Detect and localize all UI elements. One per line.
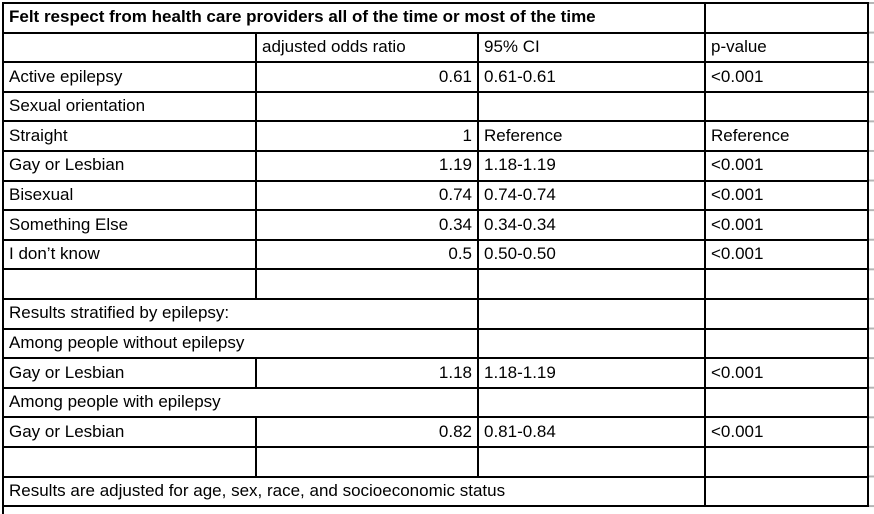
- cell-ci[interactable]: 0.81-0.84: [477, 416, 706, 448]
- empty-cell[interactable]: [477, 268, 706, 300]
- spacer-row: [2, 268, 869, 300]
- subsection-heading-row-without-epilepsy: Among people without epilepsy: [2, 327, 869, 360]
- cell-p-value[interactable]: <0.001: [704, 238, 869, 271]
- column-header-row: adjusted odds ratio 95% CI p-value: [2, 31, 869, 64]
- cell-p-value[interactable]: [704, 90, 869, 123]
- cell-p-value[interactable]: <0.001: [704, 61, 869, 93]
- cell-ci[interactable]: 1.18-1.19: [477, 149, 706, 182]
- cell-ci[interactable]: 0.61-0.61: [477, 61, 706, 93]
- row-gay-or-lesbian: Gay or Lesbian 1.19 1.18-1.19 <0.001: [2, 149, 869, 182]
- cell-odds-ratio[interactable]: 0.34: [255, 209, 479, 241]
- cell-p-value[interactable]: <0.001: [704, 357, 869, 389]
- subsection-heading: Among people without epilepsy: [2, 327, 479, 360]
- table-title: Felt respect from health care providers …: [2, 2, 706, 34]
- cell-label[interactable]: Active epilepsy: [2, 61, 257, 93]
- row-i-dont-know: I don’t know 0.5 0.50-0.50 <0.001: [2, 238, 869, 271]
- empty-cell[interactable]: [2, 445, 257, 478]
- cell-ci[interactable]: 0.74-0.74: [477, 179, 706, 212]
- cell-p-value[interactable]: Reference: [704, 120, 869, 152]
- table-title-row: Felt respect from health care providers …: [2, 2, 869, 34]
- row-something-else: Something Else 0.34 0.34-0.34 <0.001: [2, 209, 869, 241]
- row-straight: Straight 1 Reference Reference: [2, 120, 869, 152]
- cell-ci[interactable]: Reference: [477, 120, 706, 152]
- row-active-epilepsy: Active epilepsy 0.61 0.61-0.61 <0.001: [2, 61, 869, 93]
- subsection-heading: Among people with epilepsy: [2, 386, 479, 419]
- empty-cell[interactable]: [255, 445, 479, 478]
- cell-odds-ratio[interactable]: 0.61: [255, 61, 479, 93]
- footnote: Results are adjusted for age, sex, race,…: [2, 475, 706, 508]
- cell-label[interactable]: Something Else: [2, 209, 257, 241]
- cell-label[interactable]: Gay or Lesbian: [2, 416, 257, 448]
- section-heading-row-stratified: Results stratified by epilepsy:: [2, 297, 869, 330]
- cell-label[interactable]: Gay or Lesbian: [2, 357, 257, 389]
- empty-cell[interactable]: [2, 31, 257, 64]
- empty-cell[interactable]: [704, 445, 869, 478]
- cell-odds-ratio[interactable]: 0.82: [255, 416, 479, 448]
- cell-p-value[interactable]: <0.001: [704, 179, 869, 212]
- empty-cell[interactable]: [704, 268, 869, 300]
- empty-cell[interactable]: [477, 386, 706, 419]
- empty-cell[interactable]: [704, 297, 869, 330]
- cell-odds-ratio[interactable]: 1.19: [255, 149, 479, 182]
- cell-odds-ratio[interactable]: 0.74: [255, 179, 479, 212]
- cell-odds-ratio[interactable]: 1: [255, 120, 479, 152]
- row-bisexual: Bisexual 0.74 0.74-0.74 <0.001: [2, 179, 869, 212]
- cut-off-next-row: [2, 507, 869, 514]
- row-gay-or-lesbian-without-epilepsy: Gay or Lesbian 1.18 1.18-1.19 <0.001: [2, 357, 869, 389]
- cell-ci[interactable]: [477, 90, 706, 123]
- empty-cell[interactable]: [477, 327, 706, 360]
- cell-ci[interactable]: 0.50-0.50: [477, 238, 706, 271]
- empty-cell[interactable]: [704, 327, 869, 360]
- empty-cell[interactable]: [704, 475, 869, 508]
- empty-cell[interactable]: [704, 386, 869, 419]
- cell-odds-ratio[interactable]: 1.18: [255, 357, 479, 389]
- cell-ci[interactable]: 0.34-0.34: [477, 209, 706, 241]
- cell-p-value[interactable]: <0.001: [704, 209, 869, 241]
- empty-cell[interactable]: [477, 445, 706, 478]
- empty-cell[interactable]: [704, 2, 869, 34]
- empty-cell[interactable]: [255, 268, 479, 300]
- row-gay-or-lesbian-with-epilepsy: Gay or Lesbian 0.82 0.81-0.84 <0.001: [2, 416, 869, 448]
- empty-cell[interactable]: [477, 297, 706, 330]
- col-header-odds-ratio: adjusted odds ratio: [255, 31, 479, 64]
- cell-label[interactable]: Gay or Lesbian: [2, 149, 257, 182]
- cell-ci[interactable]: 1.18-1.19: [477, 357, 706, 389]
- empty-cell[interactable]: [2, 268, 257, 300]
- spreadsheet-gridline-gutter: [869, 0, 874, 514]
- section-heading: Results stratified by epilepsy:: [2, 297, 479, 330]
- cell-p-value[interactable]: <0.001: [704, 416, 869, 448]
- cell-odds-ratio[interactable]: 0.5: [255, 238, 479, 271]
- cell-label[interactable]: Sexual orientation: [2, 90, 257, 123]
- col-header-p-value: p-value: [704, 31, 869, 64]
- cell-label[interactable]: I don’t know: [2, 238, 257, 271]
- cell-odds-ratio[interactable]: [255, 90, 479, 123]
- spacer-row: [2, 445, 869, 478]
- cell-label[interactable]: Straight: [2, 120, 257, 152]
- col-header-ci: 95% CI: [477, 31, 706, 64]
- subsection-heading-row-with-epilepsy: Among people with epilepsy: [2, 386, 869, 419]
- cell-p-value[interactable]: <0.001: [704, 149, 869, 182]
- row-sexual-orientation: Sexual orientation: [2, 90, 869, 123]
- cell-label[interactable]: Bisexual: [2, 179, 257, 212]
- results-table: Felt respect from health care providers …: [2, 2, 869, 508]
- footnote-row: Results are adjusted for age, sex, race,…: [2, 475, 869, 508]
